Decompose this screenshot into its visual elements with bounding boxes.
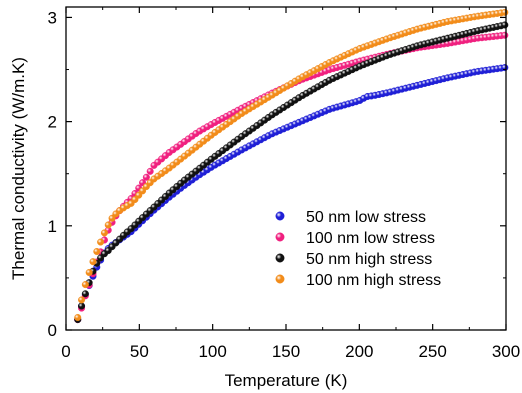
series-4 xyxy=(74,8,509,322)
series-3 xyxy=(74,21,509,324)
y-axis: 0 1 2 3 xyxy=(48,8,506,340)
legend-label: 100 nm high stress xyxy=(306,272,441,289)
x-tick-label: 0 xyxy=(61,342,70,361)
data-point xyxy=(93,248,101,256)
legend-marker xyxy=(275,274,285,284)
data-point xyxy=(74,314,82,322)
data-point xyxy=(142,173,150,181)
x-tick-label: 100 xyxy=(198,342,226,361)
data-point xyxy=(89,258,97,266)
data-point xyxy=(78,302,86,310)
data-point xyxy=(501,8,509,16)
legend-label: 50 nm high stress xyxy=(306,251,432,268)
data-point xyxy=(100,229,108,237)
data-point xyxy=(501,21,509,29)
data-point xyxy=(85,268,93,276)
x-tick-label: 200 xyxy=(345,342,373,361)
x-tick-label: 150 xyxy=(272,342,300,361)
data-point xyxy=(78,296,86,304)
legend-marker xyxy=(275,232,285,242)
plot-marks xyxy=(74,8,509,324)
legend-label: 100 nm low stress xyxy=(306,230,435,247)
legend-marker xyxy=(275,211,285,221)
y-tick-label: 0 xyxy=(48,321,57,340)
y-axis-title: Thermal conductivity (W/m.K) xyxy=(9,57,28,280)
x-tick-label: 300 xyxy=(492,342,520,361)
y-tick-label: 2 xyxy=(48,113,57,132)
legend: 50 nm low stress 100 nm low stress 50 nm h… xyxy=(275,209,441,289)
y-tick-label: 3 xyxy=(48,8,57,27)
data-point xyxy=(81,281,89,289)
y-tick-label: 1 xyxy=(48,217,57,236)
data-point xyxy=(97,238,105,246)
data-point xyxy=(81,290,89,298)
x-tick-label: 50 xyxy=(130,342,149,361)
legend-marker xyxy=(275,253,285,263)
legend-label: 50 nm low stress xyxy=(306,209,426,226)
x-tick-label: 250 xyxy=(418,342,446,361)
x-axis-title: Temperature (K) xyxy=(225,371,348,390)
x-axis: 0 50 100 150 200 250 300 xyxy=(61,7,520,361)
data-point xyxy=(146,167,154,175)
data-point xyxy=(501,31,509,39)
data-point xyxy=(104,221,112,229)
